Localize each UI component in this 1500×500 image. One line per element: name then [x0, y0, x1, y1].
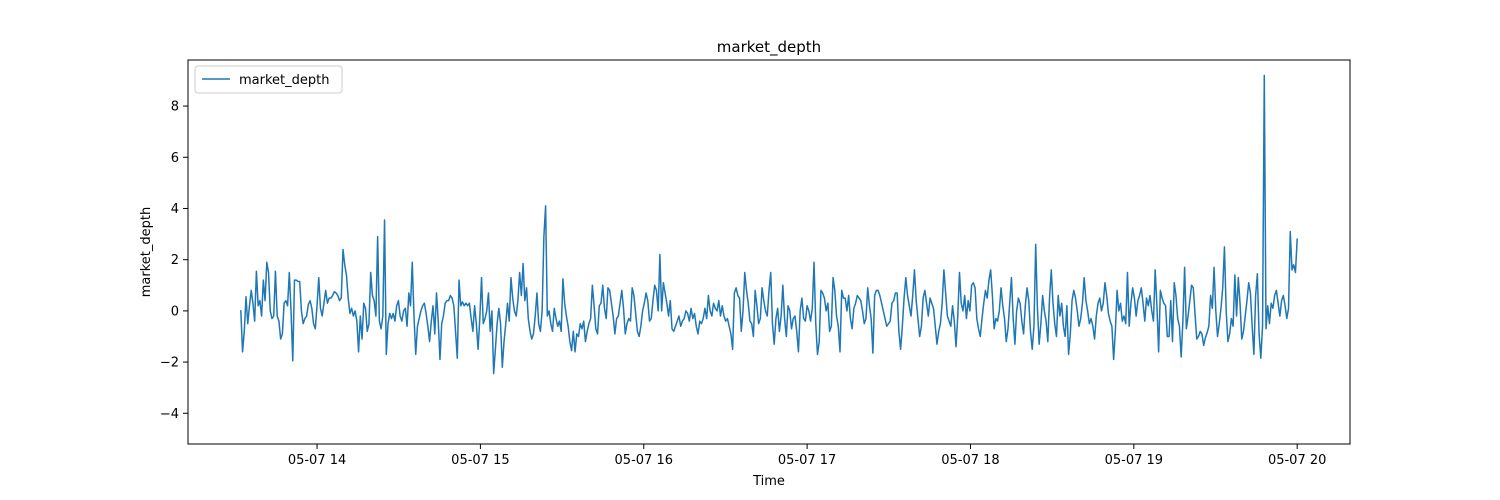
- y-tick-label: 0: [171, 304, 179, 319]
- series-line-market-depth: [240, 74, 1298, 375]
- x-tick-label: 05-07 18: [941, 453, 999, 468]
- x-tick-label: 05-07 15: [451, 453, 509, 468]
- y-tick-label: −4: [160, 407, 179, 422]
- x-tick-label: 05-07 19: [1105, 453, 1163, 468]
- y-tick-label: 4: [171, 202, 179, 217]
- chart-title: market_depth: [717, 38, 821, 57]
- x-axis: 05-07 14 05-07 15 05-07 16 05-07 17 05-07 18…: [288, 444, 1326, 468]
- plot-area: [187, 59, 1351, 445]
- y-tick-label: −2: [160, 356, 179, 371]
- x-axis-label: Time: [752, 474, 785, 489]
- x-tick-label: 05-07 20: [1268, 453, 1326, 468]
- y-axis-label: market_depth: [139, 207, 154, 297]
- x-tick-label: 05-07 17: [778, 453, 836, 468]
- legend-entry-market-depth: market_depth: [239, 73, 329, 88]
- y-tick-label: 2: [171, 253, 179, 268]
- y-axis: −4 −2 0 2 4 6 8: [160, 100, 188, 422]
- x-tick-label: 05-07 16: [615, 453, 673, 468]
- legend: market_depth: [194, 65, 343, 94]
- x-tick-label: 05-07 14: [288, 453, 346, 468]
- y-tick-label: 8: [171, 100, 179, 115]
- legend-box: [194, 65, 343, 94]
- y-tick-label: 6: [171, 151, 179, 166]
- plot-frame: [187, 59, 1351, 445]
